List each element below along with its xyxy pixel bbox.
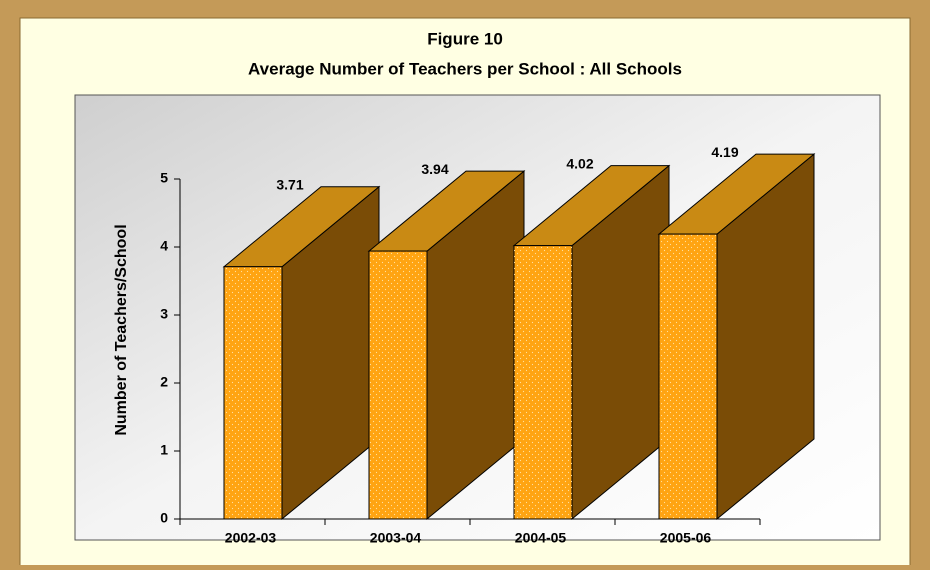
y-axis-label: Number of Teachers/School [113,224,130,435]
bar-texture [369,251,427,519]
x-tick-label: 2005-06 [660,530,712,546]
x-tick-label: 2003-04 [370,530,422,546]
plot: 0 1 2 3 4 5 3.71 2002-03 3.94 2003-04 4.02 2004-05 4… [160,144,816,546]
x-tick-label: 2002-03 [225,530,277,546]
value-label: 3.71 [276,176,303,192]
bar-texture [224,266,282,519]
y-tick-label: 4 [160,238,168,254]
chart-subtitle: Average Number of Teachers per School : … [248,59,682,78]
y-tick-label: 1 [160,442,168,458]
x-tick-label: 2004-05 [515,530,567,546]
y-tick-label: 0 [160,510,168,526]
y-tick-label: 2 [160,374,168,390]
value-label: 4.02 [566,155,593,171]
bar-texture [514,245,572,519]
y-tick-label: 5 [160,170,168,186]
value-label: 4.19 [711,144,738,160]
bar-texture [659,234,717,519]
chart-title: Figure 10 [427,29,503,48]
y-tick-label: 3 [160,306,168,322]
value-label: 3.94 [421,161,448,177]
